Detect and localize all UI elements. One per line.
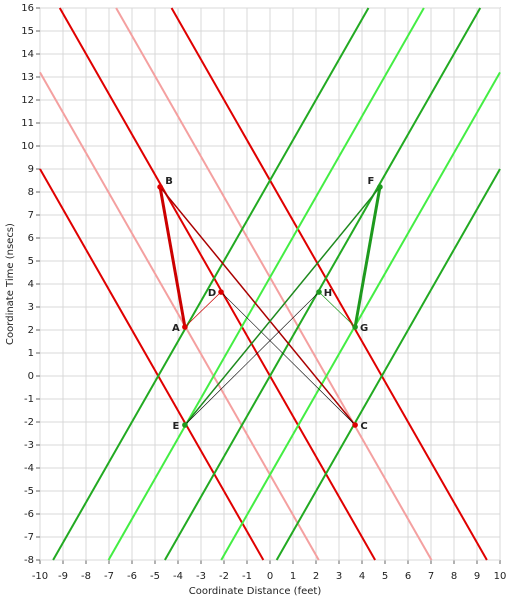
x-tick-label: 6 xyxy=(405,571,411,582)
event-label: D xyxy=(208,288,216,299)
x-tick-label: -3 xyxy=(196,571,206,582)
event-label: H xyxy=(324,288,332,299)
y-tick-label: -7 xyxy=(24,532,34,543)
event-point xyxy=(182,422,188,428)
y-tick-label: -8 xyxy=(24,555,34,566)
x-tick-label: 4 xyxy=(359,571,365,582)
y-tick-label: 7 xyxy=(28,210,34,221)
y-tick-label: 11 xyxy=(21,118,34,129)
event-label: F xyxy=(368,176,375,187)
line xyxy=(39,71,320,561)
y-axis-title: Coordinate Time (nsecs) xyxy=(5,223,16,345)
event-point xyxy=(182,324,188,330)
line xyxy=(318,291,356,328)
event-label: C xyxy=(360,421,367,432)
x-tick-label: 1 xyxy=(290,571,296,582)
y-tick-label: 5 xyxy=(28,256,34,267)
x-tick-label: -1 xyxy=(242,571,252,582)
y-tick-label: 9 xyxy=(28,164,34,175)
y-tick-label: 10 xyxy=(21,141,34,152)
event-label: B xyxy=(165,176,173,187)
y-tick-label: -5 xyxy=(24,486,34,497)
y-tick-label: 2 xyxy=(28,325,34,336)
x-tick-label: -10 xyxy=(32,571,48,582)
y-tick-label: -4 xyxy=(24,463,34,474)
event-label: G xyxy=(360,323,368,334)
event-point xyxy=(218,289,224,295)
event-point xyxy=(352,422,358,428)
line xyxy=(170,7,488,561)
line xyxy=(184,186,381,426)
y-tick-label: 1 xyxy=(28,348,34,359)
y-tick-label: -1 xyxy=(24,394,34,405)
y-tick-label: 13 xyxy=(21,72,34,83)
x-tick-label: 8 xyxy=(451,571,457,582)
line xyxy=(164,7,482,561)
line xyxy=(220,291,356,426)
x-tick-label: 0 xyxy=(267,571,273,582)
x-tick-label: 10 xyxy=(494,571,507,582)
line xyxy=(184,291,320,426)
line xyxy=(275,168,501,561)
y-tick-label: 0 xyxy=(28,371,34,382)
event-point xyxy=(377,184,383,190)
y-tick-label: 14 xyxy=(21,49,34,60)
line xyxy=(159,186,356,426)
event-label: E xyxy=(172,421,179,432)
y-tick-label: -3 xyxy=(24,440,34,451)
event-point xyxy=(352,324,358,330)
y-tick-label: -2 xyxy=(24,417,34,428)
y-tick-label: 6 xyxy=(28,233,34,244)
y-tick-label: -6 xyxy=(24,509,34,520)
line xyxy=(220,71,501,561)
x-tick-label: -6 xyxy=(127,571,137,582)
line xyxy=(158,186,187,328)
x-tick-label: -7 xyxy=(104,571,114,582)
x-tick-label: 7 xyxy=(428,571,434,582)
event-label: A xyxy=(172,323,180,334)
x-tick-label: 9 xyxy=(474,571,480,582)
x-tick-label: -9 xyxy=(58,571,68,582)
line xyxy=(52,7,370,561)
x-tick-label: 2 xyxy=(313,571,319,582)
y-tick-label: 15 xyxy=(21,26,34,37)
line xyxy=(39,168,265,561)
line xyxy=(353,186,382,328)
x-tick-label: 5 xyxy=(382,571,388,582)
y-tick-label: 16 xyxy=(21,3,34,14)
y-tick-label: 3 xyxy=(28,302,34,313)
x-tick-label: -4 xyxy=(173,571,183,582)
line xyxy=(115,7,433,561)
x-tick-label: 3 xyxy=(336,571,342,582)
x-tick-label: -8 xyxy=(81,571,91,582)
y-tick-label: 8 xyxy=(28,187,34,198)
event-point xyxy=(316,289,322,295)
x-tick-label: -2 xyxy=(219,571,229,582)
x-axis-title: Coordinate Distance (feet) xyxy=(189,586,322,597)
line xyxy=(184,291,222,328)
event-point xyxy=(157,184,163,190)
y-tick-label: 4 xyxy=(28,279,34,290)
line xyxy=(58,7,376,561)
x-tick-label: -5 xyxy=(150,571,160,582)
y-tick-label: 12 xyxy=(21,95,34,106)
line xyxy=(107,7,425,561)
